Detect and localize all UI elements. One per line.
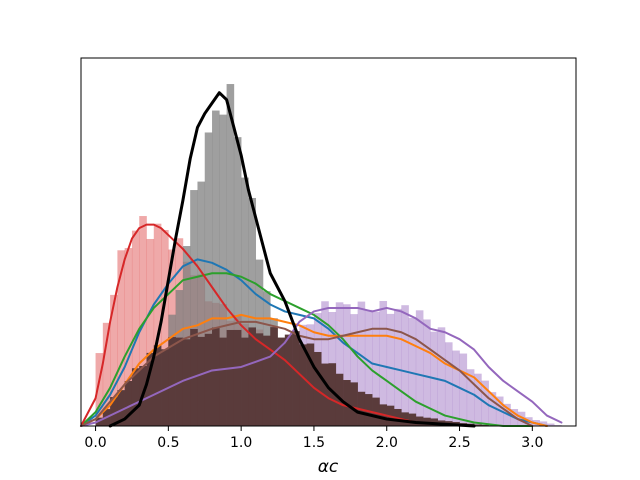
histogram-bar <box>372 311 380 426</box>
histogram-bar <box>131 230 140 426</box>
histogram-bar <box>408 317 417 426</box>
histogram-bar <box>212 327 220 426</box>
histogram-bar <box>190 190 198 426</box>
histogram-bar <box>452 350 460 426</box>
histogram-bar <box>131 368 140 426</box>
histogram-bar <box>117 250 125 426</box>
histogram-bar <box>474 424 482 426</box>
histogram-bar <box>161 230 169 426</box>
x-tick-label: 2.0 <box>376 435 398 451</box>
x-tick-label: 1.0 <box>230 435 252 451</box>
density-curve <box>80 223 476 427</box>
histogram-bar <box>292 331 300 426</box>
histogram-bar <box>364 394 373 426</box>
histogram-bar <box>386 313 395 426</box>
histogram-bar <box>139 216 147 426</box>
histogram-bar <box>197 336 206 426</box>
histogram-bar <box>423 319 431 426</box>
histogram-bar <box>182 246 191 426</box>
density-curve <box>80 272 534 427</box>
histogram-bar <box>219 114 227 426</box>
plot-frame <box>80 57 577 427</box>
histogram-bar <box>153 223 162 426</box>
histogram-bar <box>474 373 482 426</box>
histogram-bar <box>233 329 242 426</box>
density-curve <box>108 91 476 428</box>
histogram-bar <box>517 411 526 426</box>
histogram-bar <box>117 390 125 426</box>
histogram-bar <box>248 327 257 426</box>
histogram-bar <box>401 305 409 426</box>
histogram-bar <box>241 177 249 426</box>
histogram-bar <box>124 380 133 426</box>
histogram-bar <box>255 333 264 426</box>
density-curve <box>80 320 534 427</box>
histogram-bar <box>233 137 242 426</box>
histogram-bar <box>539 421 548 426</box>
histogram-bar <box>350 382 358 426</box>
histogram-bar <box>226 329 235 426</box>
histogram-bar <box>335 302 344 426</box>
histogram-bar <box>102 322 111 426</box>
histogram-bar <box>466 369 475 426</box>
histogram-bar <box>95 353 104 426</box>
histogram-bar <box>328 363 337 426</box>
histogram-bar <box>415 310 424 426</box>
histogram-bar <box>284 334 293 426</box>
x-tick-label: 3.0 <box>521 435 543 451</box>
density-curve <box>80 258 548 427</box>
histogram-bar <box>146 238 155 426</box>
histogram-bar <box>168 337 176 426</box>
histogram-bar <box>313 351 322 426</box>
histogram-bar <box>95 417 104 426</box>
histogram-bar <box>110 397 118 426</box>
histogram-bar <box>357 301 366 426</box>
histogram-bar <box>481 424 489 426</box>
histogram-bar <box>124 248 133 426</box>
histogram-bar <box>241 337 249 426</box>
x-axis-label-symbol: αc <box>318 457 339 477</box>
histogram-bar <box>212 110 220 426</box>
density-curves <box>80 91 563 428</box>
histogram-bar <box>408 413 417 426</box>
histogram-bar <box>299 344 307 426</box>
x-axis-ticks: 0.0 0.5 1.0 1.5 2.0 2.5 3.0 <box>84 426 543 451</box>
x-axis-label: αc <box>318 457 339 477</box>
histogram-bar <box>343 304 351 426</box>
histogram-bar <box>197 181 206 426</box>
x-tick-label: 0.0 <box>84 435 106 451</box>
histogram-bar <box>262 335 271 426</box>
histogram-bar <box>161 349 169 426</box>
histogram-bar <box>204 333 213 426</box>
histogram-bar <box>379 300 388 426</box>
histogram-bar <box>372 397 380 426</box>
x-tick-label: 0.5 <box>157 435 179 451</box>
histogram-bar <box>204 132 213 427</box>
histogram-bar <box>270 327 278 426</box>
histogram-bar <box>226 84 235 426</box>
histogram-bar <box>153 345 162 426</box>
histogram-bar <box>219 337 227 426</box>
histogram-bar <box>146 352 155 426</box>
density-curve <box>80 313 548 427</box>
histogram-bar <box>394 308 402 426</box>
x-tick-label: 2.5 <box>448 435 470 451</box>
histogram-bar <box>110 294 118 426</box>
histogram-bar <box>182 339 191 426</box>
density-curve <box>80 306 563 427</box>
histogram-bar <box>444 342 453 426</box>
histogram-bar <box>277 337 286 426</box>
histogram-bar <box>546 423 555 426</box>
histogram-bar <box>248 197 257 426</box>
x-tick-label: 1.5 <box>303 435 325 451</box>
histogram-bar <box>350 314 358 426</box>
histogram-bar <box>488 392 497 426</box>
histogram-bar <box>437 327 446 426</box>
